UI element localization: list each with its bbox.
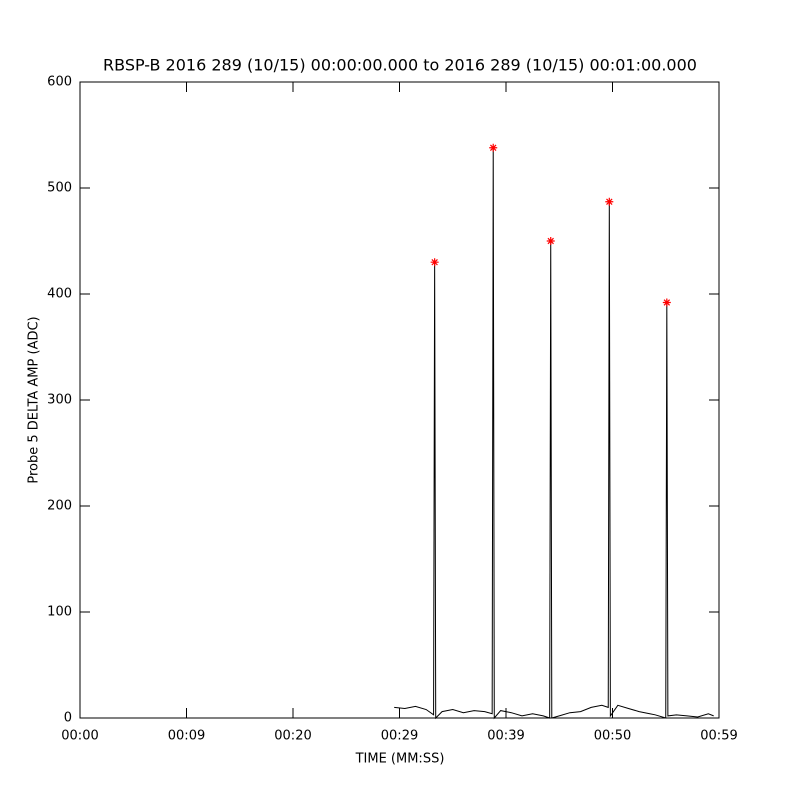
y-tick-label: 200 — [47, 499, 72, 514]
peak-marker — [605, 197, 614, 206]
y-tick-label: 500 — [47, 181, 72, 196]
y-tick-label: 100 — [47, 605, 72, 620]
x-tick-label: 00:09 — [168, 729, 205, 744]
y-tick-label: 0 — [64, 711, 72, 726]
x-tick-label: 00:20 — [274, 729, 311, 744]
y-tick-label: 600 — [47, 75, 72, 90]
y-tick-label: 400 — [47, 287, 72, 302]
x-tick-label: 00:50 — [594, 729, 631, 744]
x-tick-label: 00:00 — [61, 729, 98, 744]
peak-marker — [546, 237, 555, 245]
peak-marker — [430, 258, 439, 267]
y-axis-label: Probe 5 DELTA AMP (ADC) — [27, 316, 42, 483]
x-tick-label: 00:39 — [487, 729, 524, 744]
x-tick-label: 00:29 — [381, 729, 418, 744]
y-tick-label: 300 — [47, 393, 72, 408]
data-line — [394, 147, 714, 720]
chart-title: RBSP-B 2016 289 (10/15) 00:00:00.000 to … — [103, 56, 697, 75]
x-axis-label: TIME (MM:SS) — [355, 752, 445, 767]
x-tick-label: 00:59 — [700, 729, 737, 744]
peak-marker — [489, 143, 498, 152]
peak-marker — [662, 298, 671, 307]
